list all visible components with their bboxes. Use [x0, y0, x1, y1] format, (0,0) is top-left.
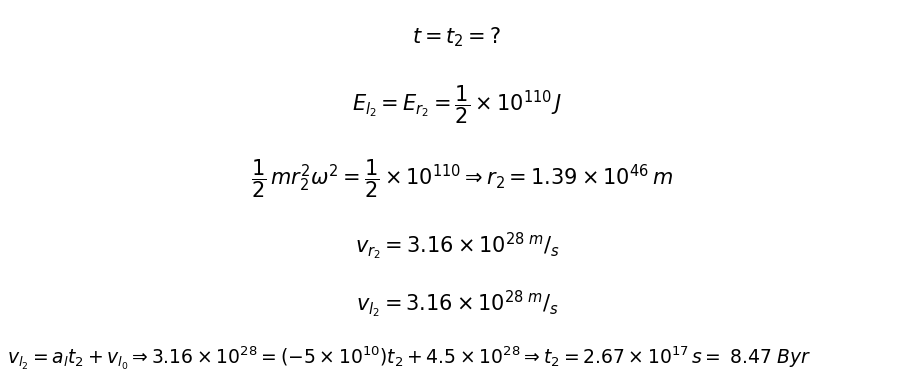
Text: $\dfrac{1}{2}\, m r_2^{2} \omega^2 = \dfrac{1}{2} \times 10^{110} \Rightarrow r_: $\dfrac{1}{2}\, m r_2^{2} \omega^2 = \df…: [251, 157, 674, 200]
Text: $v_{l_2} = 3.16 \times 10^{28}\, {}^{m}/{}_{s}$: $v_{l_2} = 3.16 \times 10^{28}\, {}^{m}/…: [356, 289, 558, 320]
Text: $t = t_2 = ?$: $t = t_2 = ?$: [412, 25, 502, 49]
Text: $E_{l_2} = E_{r_2} = \dfrac{1}{2} \times 10^{110}\, J$: $E_{l_2} = E_{r_2} = \dfrac{1}{2} \times…: [352, 83, 562, 126]
Text: $v_{l_2} = a_l t_2 + v_{l_0} \Rightarrow 3.16 \times 10^{28} = (-5 \times 10^{10: $v_{l_2} = a_l t_2 + v_{l_0} \Rightarrow…: [7, 345, 811, 372]
Text: $v_{r_2} = 3.16 \times 10^{28}\, {}^{m}/{}_{s}$: $v_{r_2} = 3.16 \times 10^{28}\, {}^{m}/…: [355, 231, 559, 262]
